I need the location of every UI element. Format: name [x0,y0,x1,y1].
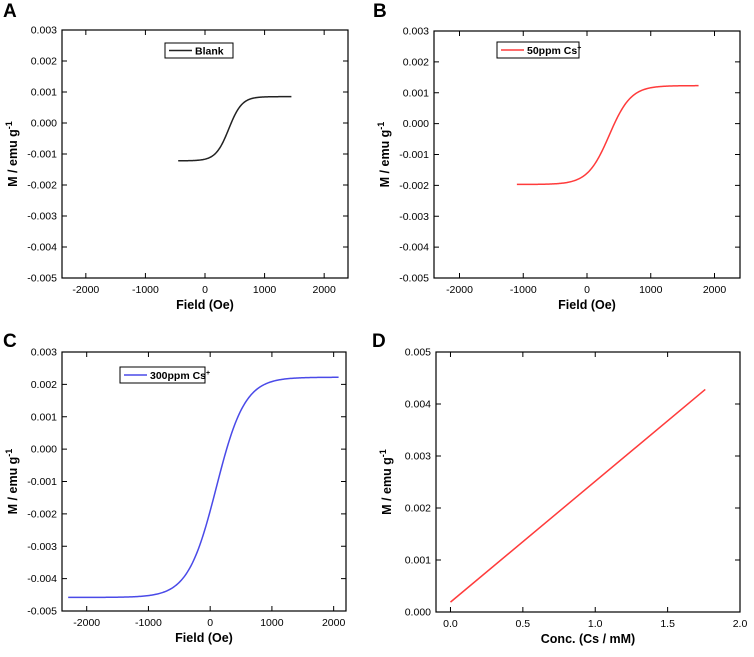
y-tick-label: -0.004 [399,242,429,254]
x-tick-label: 1000 [253,284,277,296]
legend-box [496,41,580,59]
x-tick-label: 2.0 [733,618,748,630]
series-line [516,84,699,186]
y-tick-label: 0.004 [405,399,431,411]
y-axis-label: M / emu g-1 [378,449,394,515]
x-tick-label: 1.0 [588,618,603,630]
legend: 50ppm Cs+ [496,41,581,59]
panel-letter-b: B [373,1,387,22]
y-tick-label: 0.005 [405,347,431,359]
axes-b: -2000 -1000 0 1000 2000 0.003 0.002 0.001 0.000 -… [376,26,741,312]
panel-letter-c: C [3,331,17,352]
y-tick-label: -0.001 [27,149,57,161]
y-tick-label: -0.003 [27,541,57,553]
series-line [178,95,292,162]
y-tick-label: -0.005 [399,273,429,285]
legend-box [119,366,206,384]
y-axis-label: M / emu g-1 [376,122,392,188]
legend-label: Blank [195,46,224,58]
y-tick-label: 0.001 [405,555,431,567]
y-tick-label: -0.003 [27,211,57,223]
plot-frame [61,351,347,612]
y-tick-label: 0.003 [31,347,57,359]
axes-d: 0.0 0.5 1.0 1.5 2.0 0.005 0.004 0.003 0.002 0.001… [378,347,747,647]
panel-c: C -2000 -1000 0 1000 2000 0.003 0.002 0.001 0.00… [3,331,347,645]
y-tick-label: -0.002 [27,508,57,520]
x-tick-label: -2000 [446,284,473,296]
y-tick-label: -0.003 [399,211,429,223]
legend: 300ppm Cs+ [119,366,210,384]
series-line [449,388,706,603]
y-tick-label: -0.002 [27,180,57,192]
axes-a: -2000 -1000 0 1000 2000 0.003 0.002 0.001 0.000 -… [4,25,349,312]
x-tick-label: 0 [202,284,208,296]
x-tick-label: 2000 [312,284,336,296]
plot-frame [435,351,741,613]
y-tick-label: -0.004 [27,242,57,254]
x-axis-label: Field (Oe) [558,298,616,312]
legend: Blank [164,42,234,59]
y-tick-label: 0.001 [403,87,429,99]
y-tick-label: 0.001 [31,87,57,99]
x-tick-label: 0 [584,284,590,296]
panel-d: D 0.0 0.5 1.0 1.5 2.00.0050.0040.0030.0020.0… [372,331,747,646]
x-tick-label: 2000 [322,617,346,629]
x-axis-label: Field (Oe) [176,298,234,312]
x-tick-label: 0 [207,617,213,629]
panel-b: B -2000 -1000 0 1000 2000 0.003 0.002 0.001 0.00… [373,1,741,312]
y-tick-label: -0.005 [27,606,57,618]
x-axis-label: Field (Oe) [175,631,233,645]
y-tick-label: 0.001 [31,411,57,423]
legend-label: 300ppm Cs+ [150,370,210,382]
x-tick-label: 1.5 [660,618,675,630]
y-tick-label: 0.000 [403,118,429,130]
x-tick-label: 0.0 [443,618,458,630]
y-tick-label: -0.001 [399,149,429,161]
x-tick-label: -1000 [135,617,162,629]
series-line [68,376,339,599]
panel-a: A -2000 -1000 0 1000 2000 0.003 0.002 0.001 0.00… [3,1,349,312]
y-tick-label: 0.003 [405,451,431,463]
panel-letter-a: A [3,1,17,22]
y-tick-label: 0.002 [31,56,57,68]
y-tick-label: 0.000 [31,444,57,456]
y-tick-label: -0.004 [27,573,57,585]
y-tick-label: 0.002 [403,56,429,68]
y-tick-label: 0.003 [31,25,57,37]
x-tick-label: -2000 [73,617,100,629]
x-tick-label: -1000 [132,284,159,296]
y-axis-label: M / emu g-1 [4,449,20,515]
axes-c: -2000 -1000 0 1000 2000 0.003 0.002 0.001 0.000 -… [4,347,347,645]
legend-label: 50ppm Cs+ [527,45,581,57]
y-axis-label: M / emu g-1 [4,121,20,187]
y-tick-label: -0.001 [27,476,57,488]
legend-box [164,42,234,59]
x-tick-label: 2000 [703,284,727,296]
y-tick-label: 0.002 [405,503,431,515]
y-tick-label: 0.002 [31,379,57,391]
x-tick-label: 0.5 [516,618,531,630]
x-tick-label: 1000 [260,617,284,629]
y-tick-label: -0.005 [27,273,57,285]
plot-frame [61,29,349,279]
panel-letter-d: D [372,331,386,352]
x-tick-label: -1000 [510,284,537,296]
y-tick-label: -0.002 [399,180,429,192]
x-tick-label: -2000 [72,284,99,296]
y-tick-label: 0.000 [405,607,431,619]
x-axis-label: Conc. (Cs / mM) [541,632,635,646]
plot-frame [433,30,741,279]
y-tick-label: 0.003 [403,26,429,38]
y-tick-label: 0.000 [31,118,57,130]
x-tick-label: 1000 [639,284,663,296]
